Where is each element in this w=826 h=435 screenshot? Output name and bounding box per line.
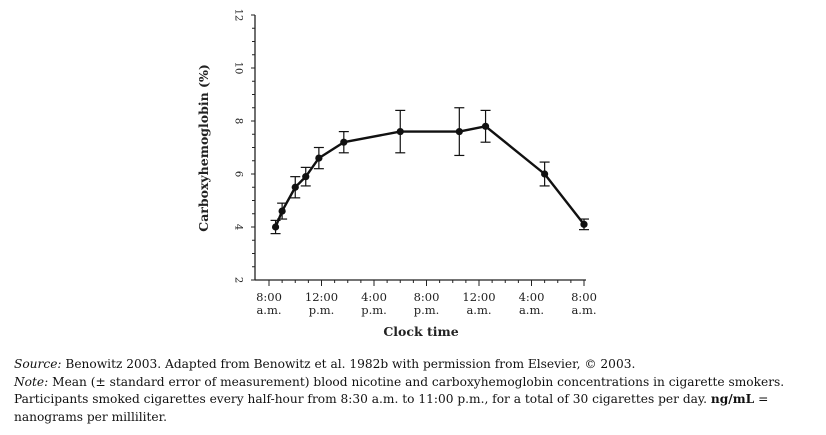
y-tick-label: 6: [233, 171, 244, 177]
data-point: [541, 170, 549, 178]
x-tick-label-time: 8:00: [571, 290, 597, 304]
y-tick-label: 8: [233, 118, 244, 124]
x-tick-label-time: 8:00: [256, 290, 282, 304]
y-tick-label: 4: [233, 224, 244, 230]
source-text: Benowitz 2003. Adapted from Benowitz et …: [61, 357, 636, 371]
data-point: [481, 122, 490, 130]
series-line: [274, 125, 585, 228]
unit-definition: = nanograms per milliliter.: [14, 392, 769, 424]
source-note: Source: Benowitz 2003. Adapted from Beno…: [14, 356, 814, 374]
chart-axes: 246810128:00a.m.12:00p.m.4:00p.m.8:00p.m…: [233, 9, 597, 317]
x-tick-label-period: a.m.: [519, 303, 544, 317]
note-label: Note:: [14, 374, 49, 389]
x-tick-label-time: 4:00: [361, 290, 387, 304]
x-tick-label-period: a.m.: [466, 303, 491, 317]
x-tick-label-period: p.m.: [361, 303, 387, 317]
data-point: [302, 173, 310, 181]
x-tick-label-time: 8:00: [414, 290, 440, 304]
x-tick-label-time: 4:00: [519, 290, 545, 304]
data-point: [340, 138, 348, 146]
x-tick-label-time: 12:00: [462, 290, 495, 304]
source-label: Source:: [14, 357, 62, 371]
data-point: [396, 128, 404, 136]
y-axis-label: Carboxyhemoglobin (%): [196, 64, 211, 232]
x-tick-label-time: 12:00: [305, 290, 338, 304]
figure-notes: Source: Benowitz 2003. Adapted from Beno…: [14, 356, 814, 426]
data-point: [580, 220, 588, 228]
x-tick-label-period: a.m.: [256, 303, 281, 317]
data-point: [278, 207, 286, 215]
data-point: [455, 128, 463, 136]
x-tick-label-period: p.m.: [309, 303, 335, 317]
y-tick-label: 12: [233, 9, 244, 22]
note-text: Mean (± standard error of measurement) b…: [14, 374, 785, 407]
y-tick-label: 10: [233, 62, 244, 75]
carboxyhemoglobin-chart: 246810128:00a.m.12:00p.m.4:00p.m.8:00p.m…: [196, 9, 597, 339]
data-point: [291, 183, 299, 191]
data-point: [315, 154, 323, 162]
chart-marks: [270, 107, 589, 235]
data-point: [271, 223, 280, 231]
x-tick-label-period: a.m.: [571, 303, 596, 317]
x-axis-label: Clock time: [383, 324, 458, 339]
y-tick-label: 2: [233, 277, 244, 283]
method-note: Note: Mean (± standard error of measurem…: [14, 374, 814, 427]
unit-term: ng/mL: [710, 392, 755, 406]
x-tick-label-period: p.m.: [414, 303, 440, 317]
